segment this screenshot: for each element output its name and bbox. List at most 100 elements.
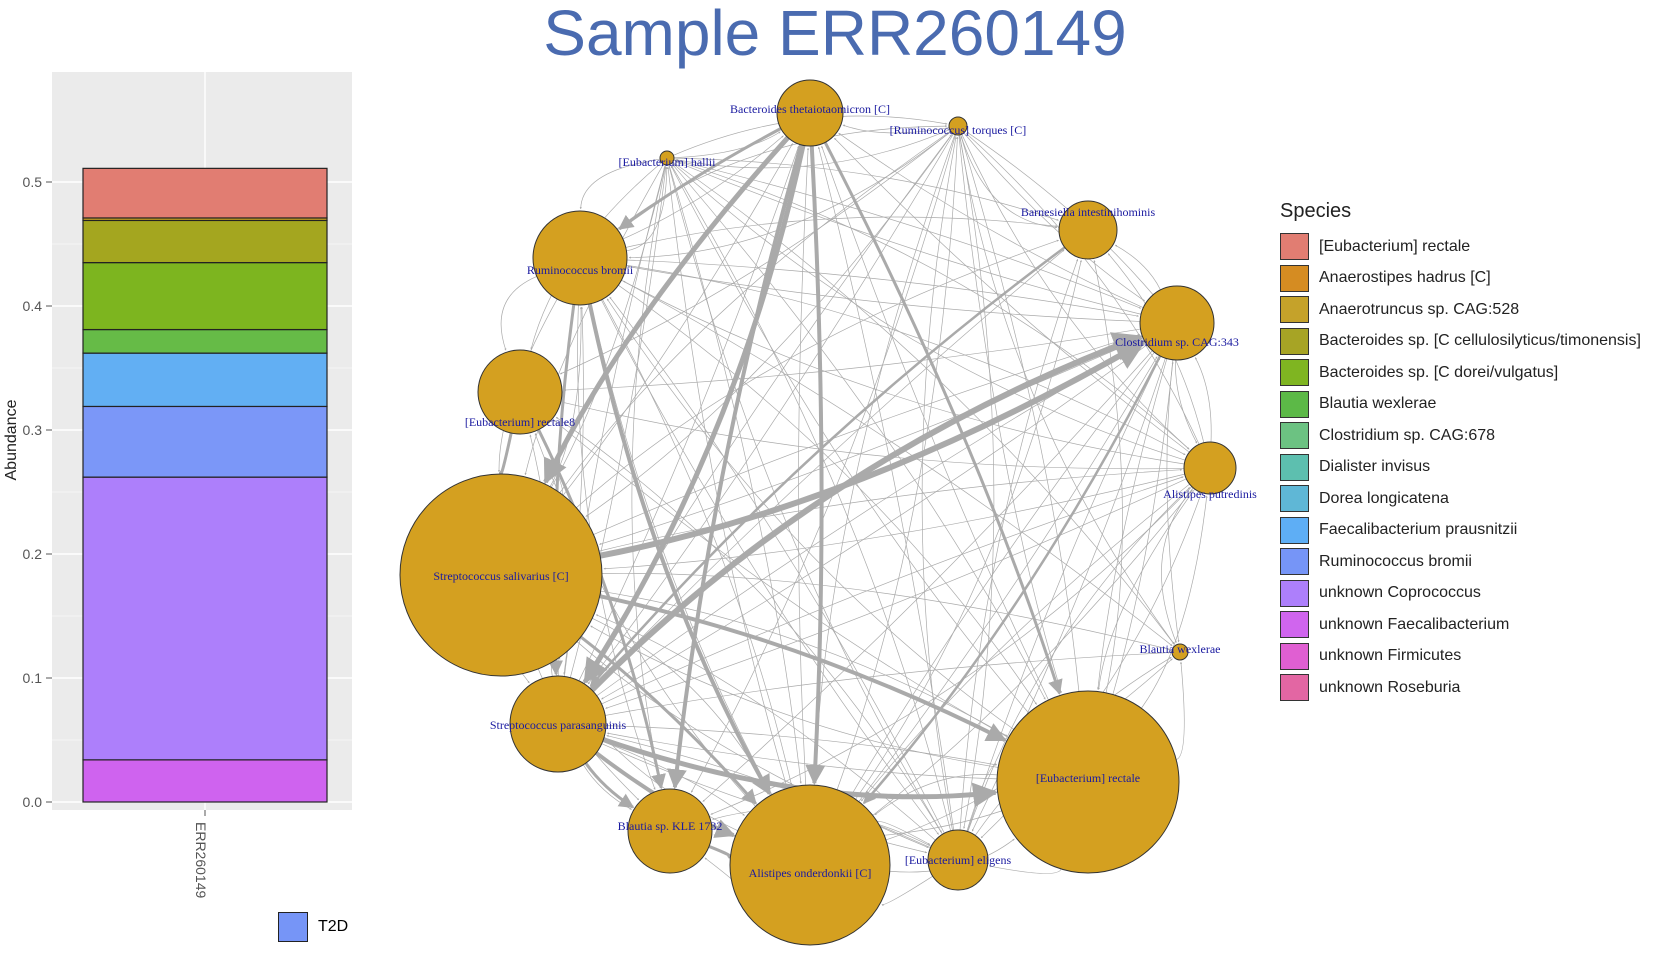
network-edge bbox=[600, 590, 1008, 737]
bar-segment bbox=[82, 219, 328, 264]
network-edge bbox=[672, 161, 1175, 645]
network-node bbox=[627, 788, 713, 874]
network-node-label: Streptococcus parasanguinis bbox=[490, 718, 627, 732]
network-edge bbox=[874, 774, 998, 816]
y-tick-label: 0.5 bbox=[23, 174, 43, 190]
network-node bbox=[729, 784, 891, 946]
legend-swatch bbox=[1280, 674, 1309, 702]
network-edge bbox=[603, 473, 1185, 570]
network-edge bbox=[493, 432, 513, 486]
legend-item: unknown Faecalibacterium bbox=[1280, 609, 1641, 641]
network-edge bbox=[666, 144, 803, 790]
network-edge bbox=[550, 166, 666, 488]
network-edge bbox=[599, 339, 1146, 559]
y-tick-label: 0.2 bbox=[23, 546, 43, 562]
stacked-bar-chart: 0.0 0.1 0.2 0.3 0.4 0.5 Abundance ERR260149 bbox=[3, 72, 352, 898]
network-labels: Bacteroides thetaiotaomicron [C][Ruminoc… bbox=[433, 102, 1257, 880]
network-edge bbox=[1194, 357, 1212, 443]
network-edge bbox=[500, 276, 537, 351]
network-node-label: Alistipes putredinis bbox=[1163, 487, 1257, 501]
network-edge bbox=[606, 732, 998, 780]
network-edge bbox=[921, 136, 957, 831]
network-edge bbox=[966, 762, 997, 832]
legend-label: Ruminococcus bromii bbox=[1319, 552, 1472, 570]
network-edge bbox=[1093, 260, 1123, 693]
legend-swatch bbox=[1280, 390, 1309, 418]
legend-label: Dialister invisus bbox=[1319, 458, 1431, 476]
network-edge bbox=[605, 651, 1171, 716]
network-edge bbox=[862, 355, 1162, 805]
network-edge bbox=[961, 134, 1190, 450]
network-edge bbox=[673, 159, 1190, 450]
legend-swatch bbox=[1280, 579, 1309, 607]
network-node-label: Streptococcus salivarius [C] bbox=[433, 569, 568, 583]
network-edge bbox=[813, 134, 956, 784]
network-edge bbox=[559, 131, 952, 375]
bar-segment bbox=[82, 476, 328, 761]
network-node-label: Ruminococcus bromii bbox=[527, 263, 634, 277]
network-edge bbox=[958, 134, 1062, 694]
network-edge bbox=[626, 264, 1186, 456]
network-edge bbox=[589, 332, 1144, 693]
network-edge bbox=[1175, 359, 1198, 444]
legend-item: unknown Coprococcus bbox=[1280, 578, 1641, 610]
legend-label: unknown Faecalibacterium bbox=[1319, 615, 1510, 633]
network-edge bbox=[590, 305, 773, 795]
species-legend: Species [Eubacterium] rectale Anaerostipe… bbox=[1280, 200, 1641, 704]
bar-segment bbox=[82, 405, 328, 478]
network-edge bbox=[618, 127, 782, 231]
network-edge bbox=[673, 131, 781, 159]
legend-label: unknown Coprococcus bbox=[1319, 584, 1481, 602]
y-tick-label: 0.1 bbox=[23, 670, 43, 686]
network-edge bbox=[605, 725, 997, 766]
y-axis-title: Abundance bbox=[3, 399, 20, 480]
legend-item: Ruminococcus bromii bbox=[1280, 546, 1641, 578]
legend-item: Dialister invisus bbox=[1280, 452, 1641, 484]
network-node bbox=[776, 79, 844, 147]
network-edge bbox=[1176, 661, 1185, 760]
network-edge bbox=[592, 617, 771, 794]
legend-label: Anaerostipes hadrus [C] bbox=[1319, 269, 1491, 287]
legend-swatch bbox=[1280, 548, 1309, 576]
legend-item: Anaerostipes hadrus [C] bbox=[1280, 263, 1641, 295]
network-node-label: Bacteroides thetaiotaomicron [C] bbox=[730, 102, 890, 116]
network-edge bbox=[543, 135, 790, 485]
network-node bbox=[659, 150, 675, 166]
network-node bbox=[509, 675, 607, 773]
network-edges bbox=[493, 115, 1212, 907]
network-node bbox=[927, 829, 989, 891]
legend-label: Faecalibacterium prausnitzii bbox=[1319, 521, 1518, 539]
legend-swatch bbox=[1280, 453, 1309, 481]
bar-stack bbox=[82, 167, 328, 803]
legend-swatch bbox=[1280, 611, 1309, 639]
network-edge bbox=[668, 164, 802, 784]
network-node-label: [Eubacterium] eligens bbox=[905, 853, 1012, 867]
group-legend-swatch bbox=[278, 912, 308, 942]
network-edge bbox=[563, 328, 1141, 392]
network-node bbox=[532, 210, 628, 306]
legend-label: Dorea longicatena bbox=[1319, 489, 1449, 507]
network-edge bbox=[690, 134, 956, 793]
network-edge bbox=[821, 145, 1049, 701]
network-nodes bbox=[399, 79, 1237, 946]
legend-item: Blautia wexlerae bbox=[1280, 389, 1641, 421]
network-edge bbox=[858, 356, 1158, 802]
network-edge bbox=[621, 279, 1173, 647]
network-edge bbox=[579, 635, 757, 805]
network-edge bbox=[582, 144, 806, 685]
network-edge bbox=[1112, 361, 1174, 695]
network-edge bbox=[836, 136, 959, 790]
bar-segment bbox=[82, 328, 328, 354]
network-edge bbox=[593, 334, 1140, 535]
legend-swatch bbox=[1280, 516, 1309, 544]
network-edge bbox=[673, 163, 1186, 461]
network-node bbox=[1139, 285, 1215, 361]
network-node-label: Blautia sp. KLE 1732 bbox=[618, 819, 723, 833]
legend-label: Clostridium sp. CAG:678 bbox=[1319, 426, 1496, 444]
network-node bbox=[996, 690, 1180, 874]
network-edge bbox=[960, 136, 1080, 692]
network-edge bbox=[965, 133, 1200, 445]
network-edge bbox=[702, 350, 1153, 802]
network-edge bbox=[959, 134, 995, 829]
bar-segment bbox=[82, 759, 328, 803]
